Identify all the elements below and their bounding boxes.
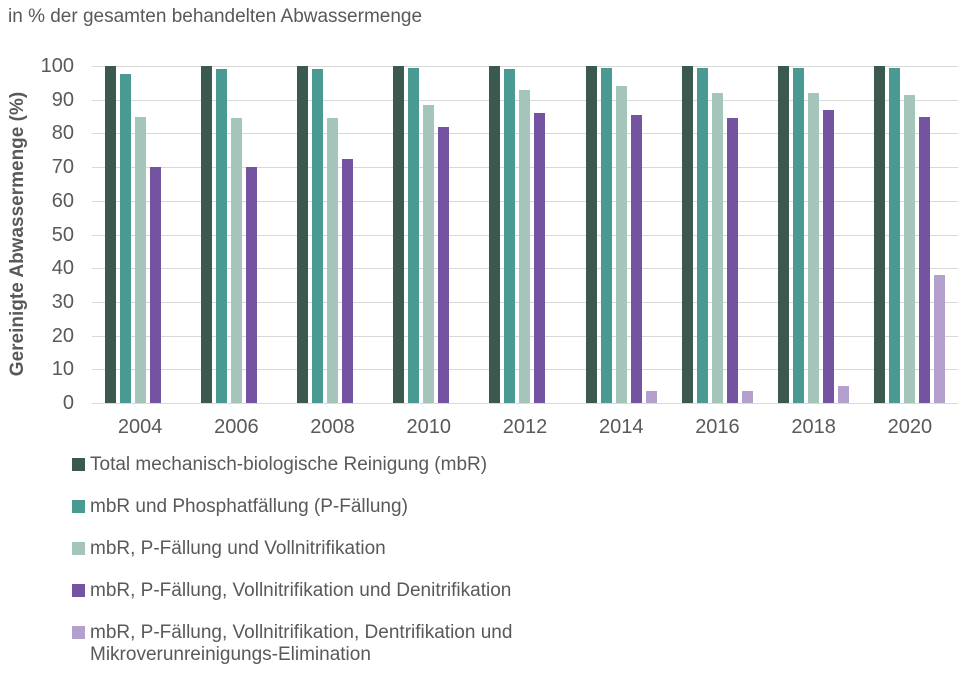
legend-swatch-icon [72, 626, 85, 639]
bar [919, 117, 931, 403]
bar [393, 66, 405, 403]
legend-item: mbR, P-Fällung, Vollnitrifikation, Dentr… [72, 622, 568, 666]
bar [423, 105, 435, 403]
bar [534, 113, 546, 403]
bar [230, 118, 242, 403]
x-tick-label: 2006 [214, 416, 259, 438]
bar [327, 118, 339, 403]
bar [904, 95, 916, 403]
y-tick-label: 20 [51, 324, 74, 347]
gridline [92, 66, 958, 67]
bar [504, 69, 516, 403]
bar [245, 167, 257, 403]
bar-group-2014 [573, 66, 669, 403]
bar [889, 68, 901, 403]
bar-group-2008 [284, 66, 380, 403]
bar [630, 115, 642, 403]
bar [615, 86, 627, 403]
bar-group-2012 [477, 66, 573, 403]
y-tick-label: 100 [40, 55, 74, 77]
chart-title: in % der gesamten behandelten Abwasserme… [8, 6, 423, 27]
legend-swatch-icon [72, 500, 85, 513]
bar-group-2010 [381, 66, 477, 403]
legend-item-label: Total mechanisch-biologische Reinigung (… [90, 454, 488, 475]
x-tick-label: 2012 [502, 416, 548, 438]
y-tick-label: 50 [51, 223, 74, 246]
bar [200, 66, 212, 403]
legend-item-label: mbR, P-Fällung, Vollnitrifikation, Dentr… [90, 622, 513, 665]
y-tick-label: 40 [51, 257, 74, 280]
bar [778, 66, 790, 403]
bar [312, 69, 324, 403]
bar-group-2016 [669, 66, 765, 403]
y-tick-label: 60 [51, 189, 74, 212]
x-tick-label: 2008 [310, 416, 355, 438]
bar [215, 69, 227, 403]
bar [104, 66, 116, 403]
y-tick-label: 80 [51, 122, 74, 145]
y-tick-label: 30 [51, 290, 74, 313]
y-tick-label: 90 [51, 88, 74, 111]
bar [934, 275, 946, 403]
x-tick-label: 2018 [791, 416, 836, 438]
bar [585, 66, 597, 403]
y-tick-label: 10 [51, 358, 74, 381]
bar [149, 167, 161, 403]
bar-group-2006 [188, 66, 284, 403]
x-tick-label: 2016 [695, 416, 740, 438]
bar [726, 118, 738, 403]
bar [519, 90, 531, 403]
bar [741, 391, 753, 403]
plot-area [92, 66, 958, 403]
x-tick-label: 2020 [887, 416, 933, 438]
x-tick-label: 2010 [406, 416, 452, 438]
bar [645, 391, 657, 403]
bar [823, 110, 835, 403]
bar-group-2018 [766, 66, 862, 403]
legend-swatch-icon [72, 458, 85, 471]
bar [874, 66, 886, 403]
bar [134, 117, 146, 403]
legend-item-label: mbR und Phosphatfällung (P-Fällung) [90, 496, 408, 517]
bar [696, 68, 708, 403]
legend-swatch-icon [72, 542, 85, 555]
y-tick-label: 0 [62, 392, 74, 414]
y-tick-label: 70 [51, 156, 74, 179]
legend-item: mbR, P-Fällung und Vollnitrifikation [72, 538, 568, 560]
gridline [92, 403, 958, 404]
bar [438, 127, 450, 403]
legend-item-label: mbR, P-Fällung und Vollnitrifikation [90, 538, 386, 559]
bar [793, 68, 805, 403]
legend-item-label: mbR, P-Fällung, Vollnitrifikation und De… [90, 580, 512, 601]
bar-group-2004 [92, 66, 188, 403]
bar [489, 66, 501, 403]
x-tick-label: 2014 [598, 416, 644, 438]
legend: Total mechanisch-biologische Reinigung (… [72, 454, 568, 679]
bar [681, 66, 693, 403]
bar-group-2020 [862, 66, 958, 403]
bar [838, 386, 850, 403]
bar [297, 66, 309, 403]
bar [342, 159, 354, 403]
legend-item: mbR, P-Fällung, Vollnitrifikation und De… [72, 580, 568, 602]
bar [600, 68, 612, 403]
legend-swatch-icon [72, 584, 85, 597]
bar [711, 93, 723, 403]
legend-item: Total mechanisch-biologische Reinigung (… [72, 454, 568, 476]
x-tick-label: 2004 [117, 416, 163, 438]
bar [408, 68, 420, 403]
bar [808, 93, 820, 403]
bar [119, 74, 131, 403]
legend-item: mbR und Phosphatfällung (P-Fällung) [72, 496, 568, 518]
